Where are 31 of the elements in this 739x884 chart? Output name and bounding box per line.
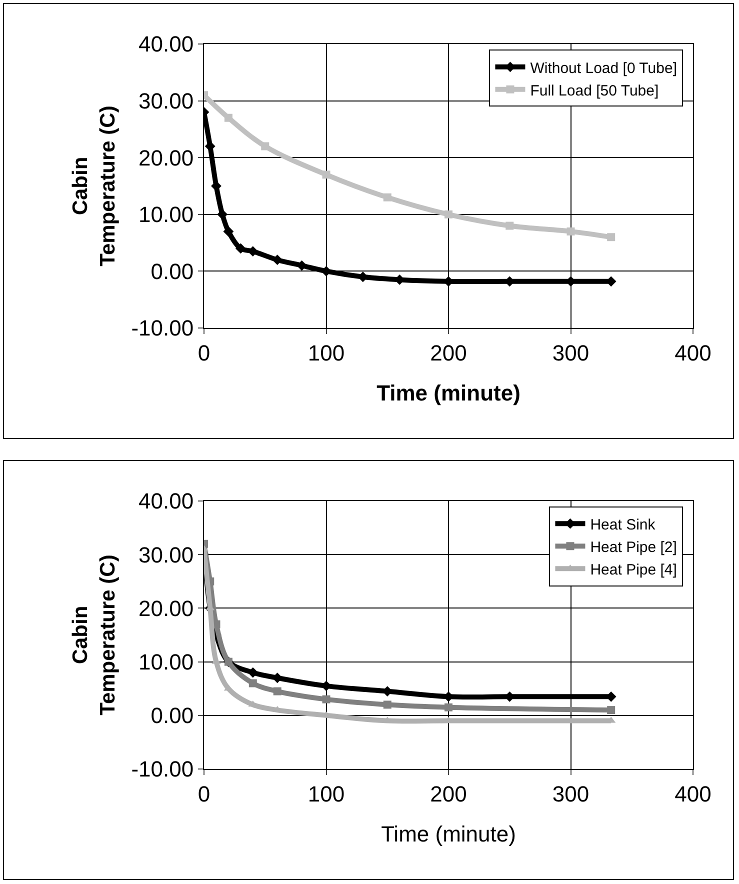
x-tick-label: 300 (552, 781, 590, 806)
y-tick-label: 30.00 (138, 88, 194, 114)
x-tick-label: 400 (674, 781, 712, 806)
y-tick-label: -10.00 (131, 316, 194, 341)
legend-label: Heat Pipe [2] (590, 538, 677, 556)
y-tick-label: 10.00 (138, 650, 194, 674)
y-tick-label: 10.00 (138, 202, 194, 228)
legend-label: Without Load [0 Tube] (530, 60, 677, 77)
legend-label: Full Load [50 Tube] (530, 82, 659, 100)
y-tick-label: 40.00 (138, 32, 194, 57)
y-tick-label: 40.00 (138, 488, 194, 514)
y-axis-title: Cabin Temperature (C) (69, 106, 120, 266)
y-tick-label: 20.00 (138, 145, 194, 170)
y-tick-label: 20.00 (138, 596, 194, 621)
y-tick-label: 0.00 (150, 258, 194, 284)
x-tick-label: 200 (430, 340, 467, 366)
x-tick-label: 400 (674, 340, 712, 366)
x-tick-label: 0 (198, 781, 210, 806)
x-tick-label: 100 (308, 340, 345, 366)
x-tick-label: 300 (552, 340, 590, 366)
x-axis-title: Time (minute) (376, 380, 520, 406)
y-tick-label: 30.00 (138, 542, 194, 568)
legend-label: Heat Sink (590, 516, 656, 534)
x-tick-label: 100 (308, 781, 345, 806)
y-axis-title: Cabin Temperature (C) (69, 554, 120, 716)
x-tick-label: 0 (198, 340, 210, 366)
x-axis-title: Time (minute) (381, 821, 516, 846)
x-tick-label: 200 (430, 781, 467, 806)
legend-label: Heat Pipe [4] (590, 561, 677, 578)
y-tick-label: 0.00 (150, 703, 194, 728)
y-tick-label: -10.00 (131, 756, 194, 782)
